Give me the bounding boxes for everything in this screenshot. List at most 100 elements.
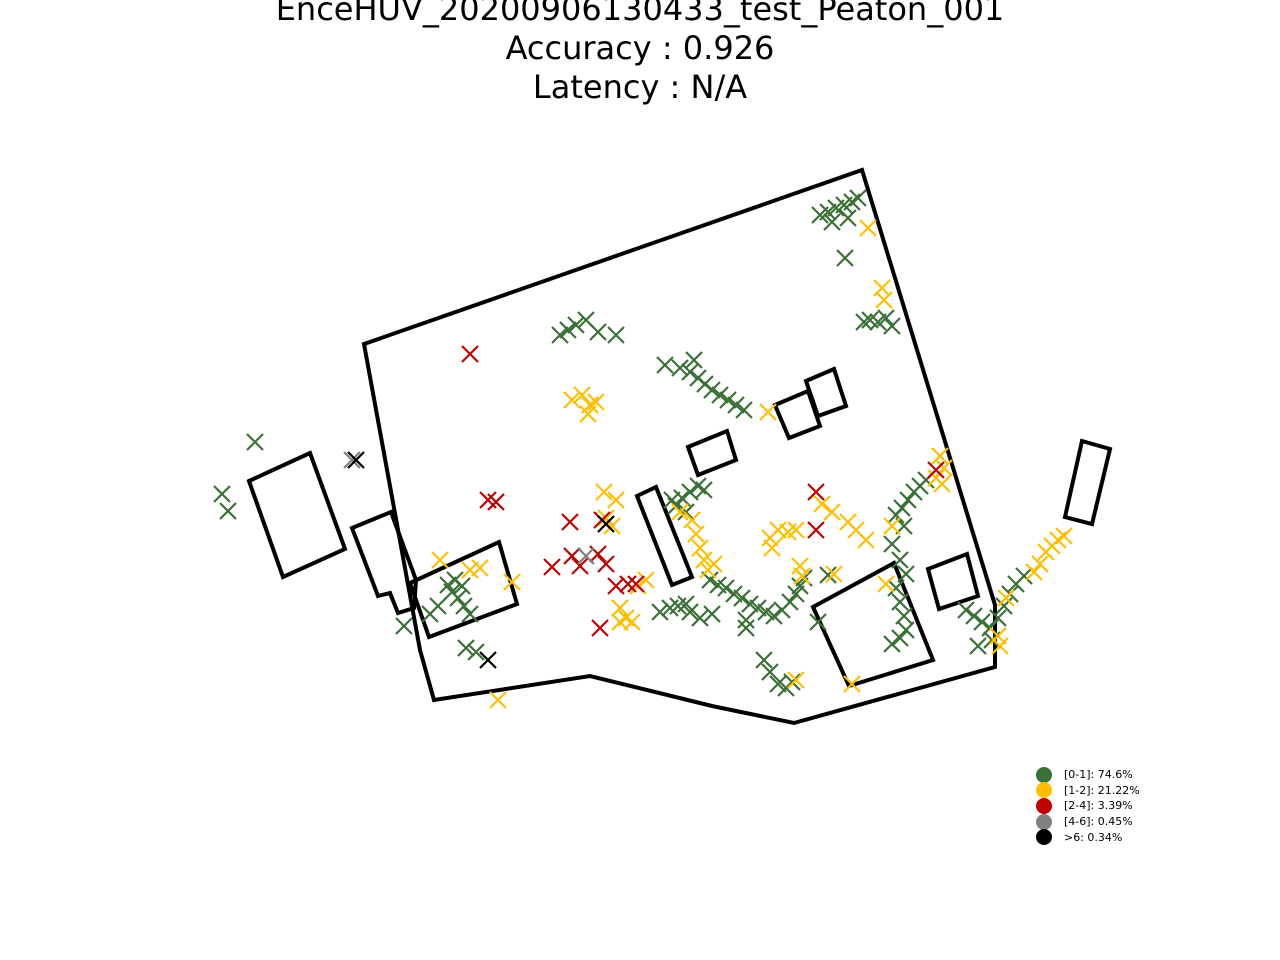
scatter-markers [213,189,1073,709]
scatter-point [823,503,841,521]
legend-marker [1036,829,1052,846]
map-outlines [246,167,1113,726]
scatter-point [651,603,669,621]
scatter-point [933,475,951,493]
scatter-point [439,576,457,594]
scatter-point [395,617,413,635]
scatter-point [453,577,471,595]
scatter-point [487,493,505,511]
scatter-point [595,483,613,501]
scatter-point [577,547,595,565]
scatter-point [957,601,975,619]
scatter-point [965,607,983,625]
legend-label: [0-1]: 74.6% [1064,768,1133,782]
legend-item: [1-2]: 21.22% [1036,782,1140,799]
legend-item: [2-4]: 3.39% [1036,797,1140,814]
main-boundary [361,167,997,726]
scatter-point [823,213,841,231]
scatter-point [807,483,825,501]
scatter-point [807,521,825,539]
scatter-point [727,396,745,414]
building-lower-right [810,560,936,689]
building-far-right [1062,438,1113,527]
scatter-point [887,579,905,597]
scatter-point [431,551,449,569]
legend-marker [1036,782,1052,799]
scatter-point [836,249,854,267]
scatter-point [1025,563,1043,581]
scatter-point [683,511,701,529]
legend-label: [4-6]: 0.45% [1064,815,1133,829]
scatter-point [855,313,873,331]
scatter-point [671,359,689,377]
scatter-point [607,326,625,344]
scatter-point [875,291,893,309]
scatter-point [991,637,1009,655]
scatter-point [687,525,705,543]
scatter-point [899,491,917,509]
scatter-point [467,643,485,661]
scatter-point [781,593,799,611]
scatter-point [421,605,439,623]
scatter-point [813,495,831,513]
legend-marker [1036,766,1052,783]
scatter-point [819,566,837,584]
scatter-point [759,403,777,421]
scatter-point [677,503,695,521]
scatter-point [893,499,911,517]
scatter-point [859,219,877,237]
scatter-point [219,502,237,520]
scatter-point [809,613,827,631]
chart-title: EnceHUV_20200906130433_test_Peaton_001 A… [0,0,1280,107]
building-left-small [349,509,419,616]
building-center-narrow [634,484,695,588]
legend-marker [1036,797,1052,814]
scatter-point [883,517,901,535]
legend-label: [1-2]: 21.22% [1064,783,1140,797]
scatter-point [997,589,1015,607]
scatter-point [891,551,909,569]
building-upper-right-a [772,388,823,441]
scatter-point [737,611,755,629]
scatter-point [455,597,473,615]
scatter-point [883,535,901,553]
scatter-point [989,609,1007,627]
scatter-point [619,575,637,593]
building-center-small [685,428,739,478]
title-line-2: Accuracy : 0.926 [505,29,775,67]
scatter-point [927,461,945,479]
scatter-point [711,386,729,404]
scatter-point [883,635,901,653]
scatter-point [597,509,615,527]
scatter-point [891,593,909,611]
scatter-point [931,447,949,465]
scatter-point [691,539,709,557]
scatter-point [883,317,901,335]
scatter-point [567,316,585,334]
building-upper-right-b [803,366,849,419]
title-line-1: EnceHUV_20200906130433_test_Peaton_001 [275,0,1005,28]
scatter-point [561,513,579,531]
scatter-point [559,321,577,339]
scatter-point [897,621,915,639]
scatter-point [681,483,699,501]
scatter-point [717,579,735,597]
scatter-point [1015,567,1033,585]
scatter-point [449,589,467,607]
scatter-point [563,391,581,409]
scatter-point [685,351,703,369]
scatter-point [479,651,497,669]
scatter-point [589,323,607,341]
scatter-point [783,673,801,691]
legend-item: [0-1]: 74.6% [1036,766,1140,783]
scatter-point [571,557,589,575]
title-line-3: Latency : N/A [532,68,748,106]
legend-item: [4-6]: 0.45% [1036,813,1140,830]
scatter-point [719,391,737,409]
scatter-point [843,675,861,693]
scatter-point [671,503,689,521]
scatter-point [703,381,721,399]
scatter-point [461,345,479,363]
scatter-point [787,671,805,689]
